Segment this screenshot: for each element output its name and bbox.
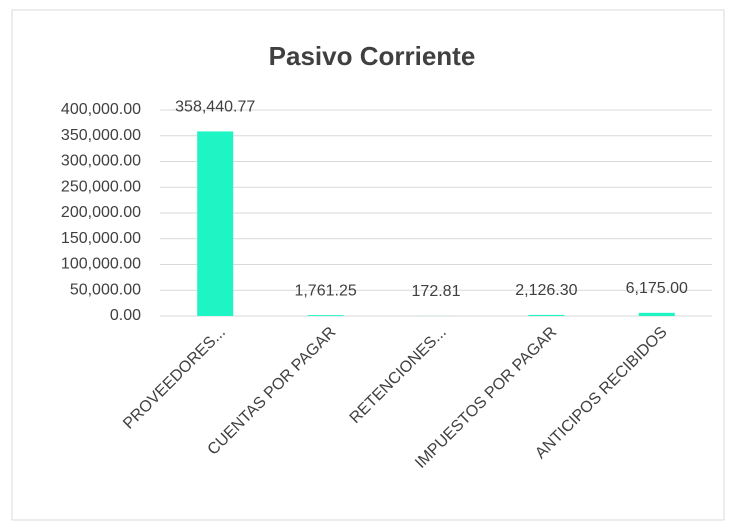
y-tick-label: 250,000.00 [61, 178, 141, 195]
value-label: 2,126.30 [515, 282, 577, 299]
bar [197, 131, 234, 316]
value-label: 172.81 [412, 283, 461, 300]
chart-title: Pasivo Corriente [269, 41, 476, 71]
y-tick-label: 200,000.00 [61, 204, 141, 221]
y-tick-label: 350,000.00 [61, 127, 141, 144]
value-label: 6,175.00 [626, 280, 688, 297]
bar [638, 312, 675, 316]
y-tick-label: 400,000.00 [61, 101, 141, 118]
y-tick-label: 150,000.00 [61, 230, 141, 247]
value-label: 1,761.25 [294, 282, 356, 299]
y-tick-label: 300,000.00 [61, 153, 141, 170]
y-tick-label: 100,000.00 [61, 256, 141, 273]
y-tick-label: 0.00 [110, 307, 141, 324]
value-label: 358,440.77 [175, 99, 255, 116]
y-tick-label: 50,000.00 [70, 281, 141, 298]
bar [307, 315, 344, 316]
bar [528, 314, 565, 316]
